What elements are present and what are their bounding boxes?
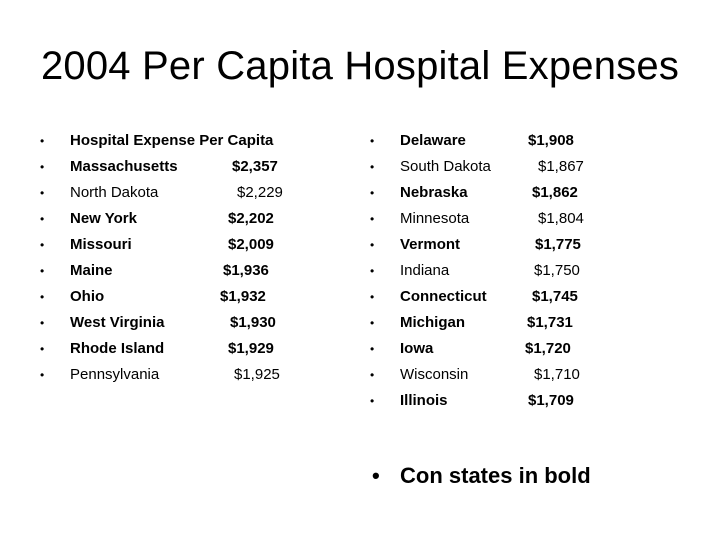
bullet-icon: • — [370, 160, 375, 174]
state-name: Indiana — [400, 262, 450, 279]
bullet-icon: • — [370, 186, 375, 200]
bullet-icon: • — [40, 342, 45, 356]
state-name: Missouri — [70, 236, 132, 253]
bullet-icon: • — [40, 212, 45, 226]
expense-value: $1,745 — [532, 288, 578, 305]
bullet-icon: • — [40, 290, 45, 304]
expense-value: $1,932 — [220, 288, 266, 305]
bullet-icon: • — [40, 368, 45, 382]
expense-value: $1,936 — [223, 262, 269, 279]
state-name: Ohio — [70, 288, 105, 305]
bullet-icon: • — [40, 264, 45, 278]
bullet-icon: • — [370, 134, 375, 148]
expense-value: $1,775 — [535, 236, 581, 253]
expense-value: $1,862 — [532, 184, 578, 201]
bullet-icon: • — [370, 394, 375, 408]
state-name: Illinois — [400, 392, 448, 409]
state-name: Wisconsin — [400, 366, 469, 383]
state-name: Connecticut — [400, 288, 487, 305]
state-name: Pennsylvania — [70, 366, 160, 383]
expense-value: $1,925 — [234, 366, 280, 383]
expense-value: $1,908 — [528, 132, 574, 149]
bullet-icon: • — [370, 368, 375, 382]
expense-value: $1,710 — [534, 366, 580, 383]
expense-value: $1,720 — [525, 340, 571, 357]
state-name: Delaware — [400, 132, 466, 149]
expense-value: $1,929 — [228, 340, 274, 357]
state-name: Rhode Island — [70, 340, 165, 357]
state-name: Hospital Expense Per Capita — [70, 132, 274, 149]
expense-value: $1,930 — [230, 314, 276, 331]
bullet-icon: • — [370, 290, 375, 304]
expense-value: $1,867 — [538, 158, 584, 175]
state-name: North Dakota — [70, 184, 159, 201]
bullet-icon: • — [40, 160, 45, 174]
bullet-icon: • — [370, 316, 375, 330]
state-name: South Dakota — [400, 158, 491, 175]
bullet-icon: • — [370, 342, 375, 356]
state-name: Iowa — [400, 340, 434, 357]
state-name: Michigan — [400, 314, 466, 331]
state-name: West Virginia — [70, 314, 165, 331]
bullet-icon: • — [40, 316, 45, 330]
bullet-icon: • — [40, 134, 45, 148]
expense-value: $2,009 — [228, 236, 274, 253]
state-name: Vermont — [400, 236, 461, 253]
expense-value: $1,804 — [538, 210, 584, 227]
note-text: Con states in bold — [400, 463, 591, 488]
bullet-icon: • — [372, 463, 380, 488]
state-name: Nebraska — [400, 184, 468, 201]
bullet-icon: • — [370, 212, 375, 226]
bullet-icon: • — [370, 238, 375, 252]
expense-value: $1,750 — [534, 262, 580, 279]
state-name: Maine — [70, 262, 113, 279]
expense-value: $1,709 — [528, 392, 574, 409]
expense-value: $1,731 — [527, 314, 573, 331]
state-name: Minnesota — [400, 210, 470, 227]
expense-value: $2,229 — [237, 184, 283, 201]
bullet-icon: • — [40, 238, 45, 252]
expense-value: $2,357 — [232, 158, 278, 175]
bullet-icon: • — [370, 264, 375, 278]
slide-title: 2004 Per Capita Hospital Expenses — [40, 44, 680, 88]
state-name: New York — [70, 210, 137, 227]
expense-value: $2,202 — [228, 210, 274, 227]
state-name: Massachusetts — [70, 158, 178, 175]
bullet-icon: • — [40, 186, 45, 200]
